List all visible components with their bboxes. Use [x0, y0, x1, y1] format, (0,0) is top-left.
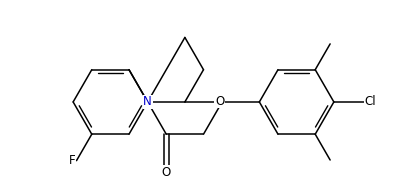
Text: N: N — [143, 95, 152, 108]
Text: Cl: Cl — [365, 95, 376, 108]
Text: F: F — [69, 154, 75, 167]
Text: O: O — [215, 95, 224, 108]
Text: O: O — [162, 166, 171, 179]
